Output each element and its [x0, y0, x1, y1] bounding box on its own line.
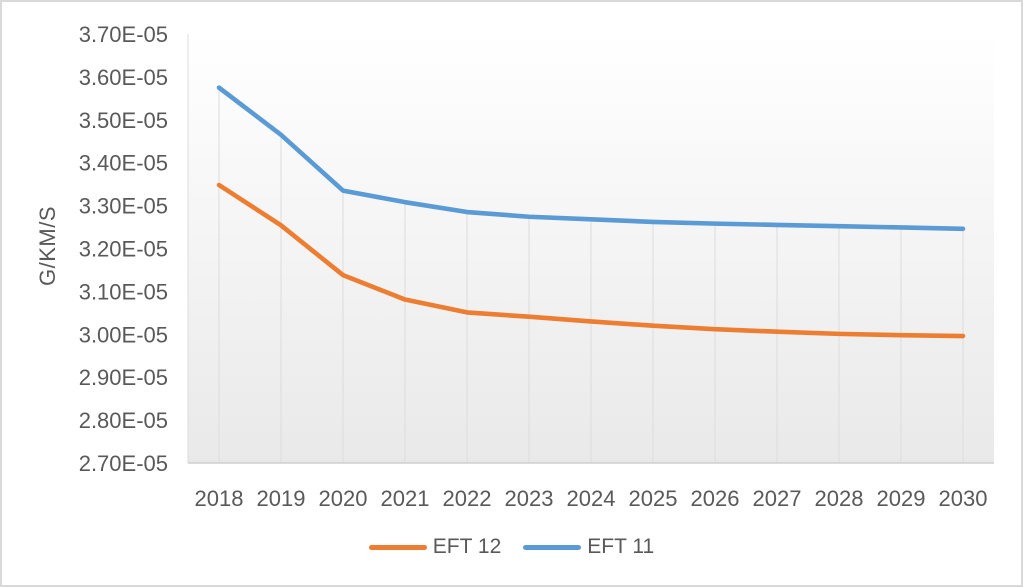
x-tick-label: 2029 — [877, 486, 926, 511]
x-tick-label: 2019 — [257, 486, 306, 511]
y-axis-title: G/KM/S — [35, 205, 60, 287]
y-tick-label: 3.60E-05 — [79, 65, 168, 90]
y-tick-label: 3.30E-05 — [79, 194, 168, 219]
x-tick-label: 2028 — [815, 486, 864, 511]
y-tick-label: 3.50E-05 — [79, 108, 168, 133]
series-line-eft-12 — [216, 182, 966, 339]
legend-swatch — [523, 544, 582, 550]
series-line-eft-11 — [216, 85, 966, 232]
legend-label: EFT 11 — [587, 535, 655, 558]
x-tick-label: 2030 — [939, 486, 988, 511]
x-tick-label: 2023 — [505, 486, 554, 511]
x-tick-label: 2025 — [629, 486, 678, 511]
y-tick-label: 3.70E-05 — [79, 22, 168, 47]
x-tick-label: 2018 — [195, 486, 244, 511]
legend-item-eft-11: EFT 11 — [523, 535, 654, 559]
y-tick-label: 3.10E-05 — [79, 279, 168, 304]
y-tick-label: 3.20E-05 — [79, 237, 168, 262]
legend: EFT 12 EFT 11 — [2, 535, 1021, 559]
x-tick-label: 2021 — [381, 486, 430, 511]
y-tick-label: 2.80E-05 — [79, 408, 168, 433]
x-tick-label: 2020 — [319, 486, 368, 511]
y-tick-label: 2.70E-05 — [79, 451, 168, 476]
x-tick-label: 2024 — [567, 486, 616, 511]
y-tick-label: 3.40E-05 — [79, 151, 168, 176]
legend-swatch — [368, 544, 427, 550]
line-chart: 2018 2019 2020 2021 2022 2023 2024 2025 2026 2027… — [79, 22, 994, 511]
legend-item-eft-12: EFT 12 — [368, 535, 502, 559]
legend-label: EFT 12 — [432, 535, 502, 558]
x-tick-label: 2026 — [691, 486, 740, 511]
x-tick-label: 2027 — [753, 486, 802, 511]
y-tick-label: 3.00E-05 — [79, 322, 168, 347]
x-tick-label: 2022 — [443, 486, 492, 511]
y-tick-label: 2.90E-05 — [79, 365, 168, 390]
